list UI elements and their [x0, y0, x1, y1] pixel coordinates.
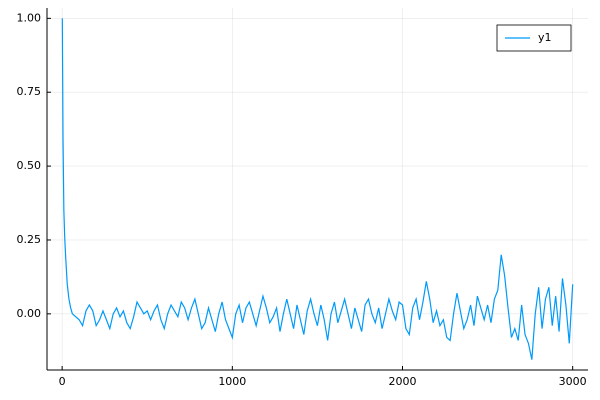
y-tick-label: 0.00: [17, 307, 42, 320]
line-series: [61, 18, 574, 360]
x-tick-label: 1000: [218, 375, 246, 388]
y-tick-label: 0.50: [17, 159, 42, 172]
x-tick-label: 3000: [559, 375, 587, 388]
y-tick-label: 0.25: [17, 233, 42, 246]
y-tick-label: 0.75: [17, 85, 42, 98]
y-tick-label: 1.00: [17, 11, 42, 24]
x-tick-label: 0: [59, 375, 66, 388]
legend-label: y1: [538, 31, 552, 44]
x-tick-label: 2000: [389, 375, 417, 388]
